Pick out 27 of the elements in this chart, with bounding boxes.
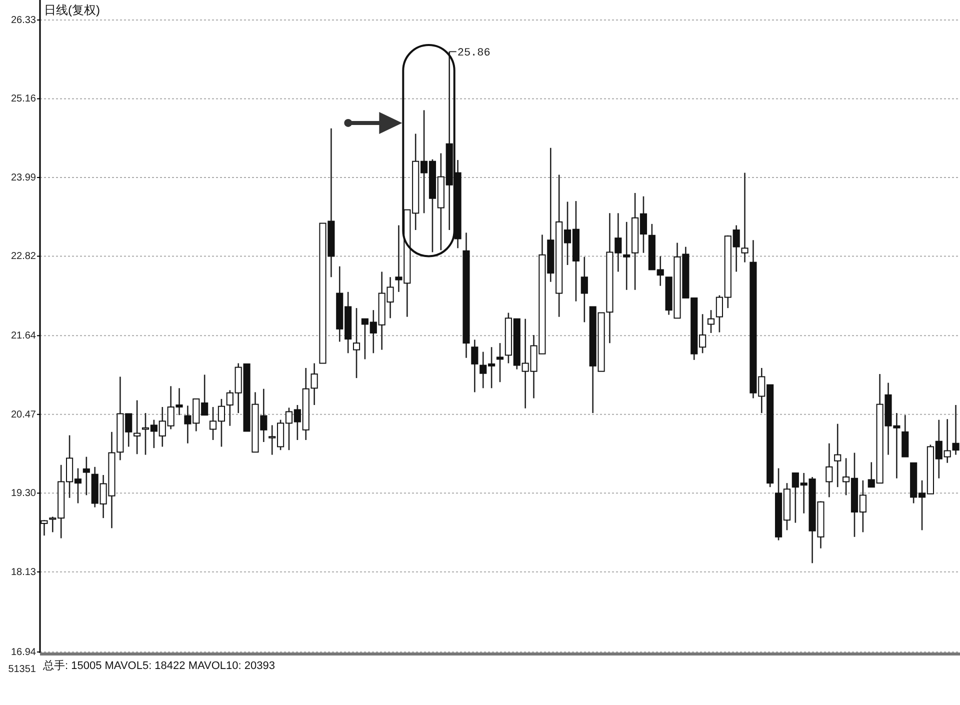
- candlestick: [826, 442, 833, 498]
- annotation: 25.86: [457, 48, 490, 60]
- y-tick-label: 16.94: [10, 647, 36, 658]
- candlestick: [623, 221, 630, 291]
- candlestick: [707, 309, 715, 334]
- candlestick: [40, 519, 48, 536]
- y-tick-label: 25.16: [10, 94, 36, 105]
- candlestick: [134, 400, 141, 455]
- candlestick: [834, 423, 842, 488]
- candlestick: [952, 404, 960, 456]
- candlestick: [82, 456, 90, 496]
- y-tick-label: 23.99: [10, 172, 36, 184]
- y-tick-label: 26.33: [10, 15, 36, 26]
- y-tick-label: 20.47: [10, 409, 36, 420]
- y-tick-label: 22.82: [10, 251, 36, 262]
- candlestick: [310, 362, 318, 406]
- y-tick-label: 19.30: [10, 488, 36, 500]
- y-tick-label: 18.13: [10, 566, 36, 578]
- candlestick: [741, 172, 748, 263]
- candlestick: [471, 339, 478, 393]
- text: 51351: [8, 664, 36, 675]
- y-tick-label: 21.64: [10, 330, 36, 342]
- chart-title: 日线(复权): [44, 3, 100, 17]
- candlestick: [580, 256, 588, 323]
- candlestick: [496, 342, 504, 383]
- text: 总手: 15005 MAVOL5: 18422 MAVOL10: 20393: [42, 659, 275, 672]
- candlestick: [352, 307, 360, 379]
